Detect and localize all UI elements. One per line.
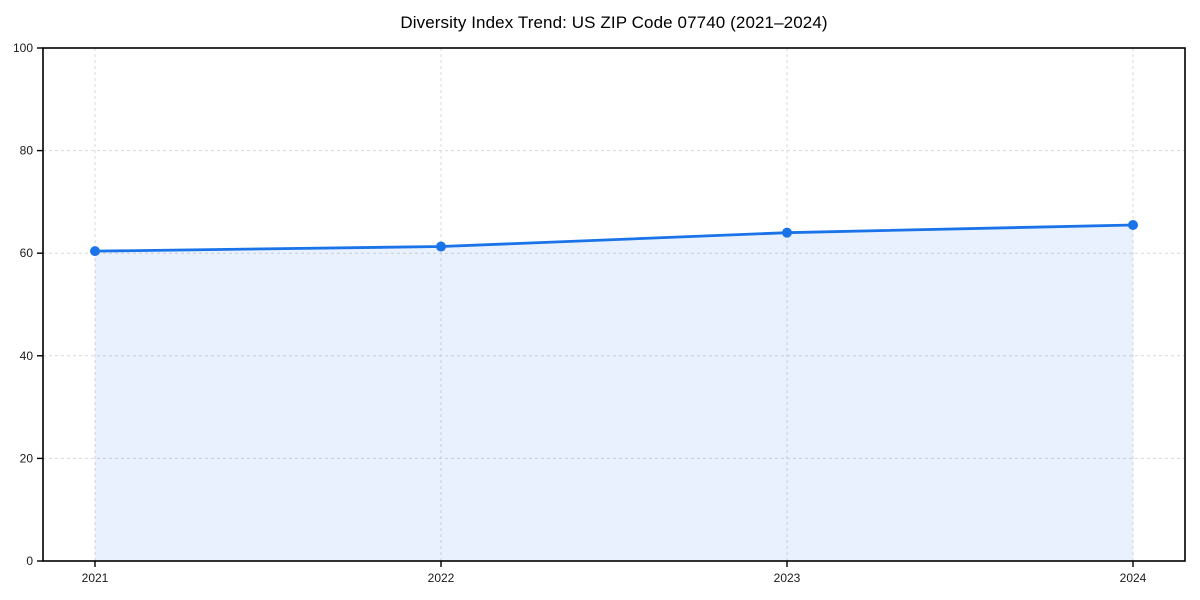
chart-title: Diversity Index Trend: US ZIP Code 07740…	[400, 13, 828, 32]
data-point-2021	[90, 246, 100, 257]
y-tick-label-80: 80	[20, 144, 34, 158]
x-tick-label-2024: 2024	[1120, 571, 1147, 585]
data-point-2023	[782, 227, 792, 238]
x-tick-label-2021: 2021	[82, 571, 109, 585]
y-tick-label-20: 20	[20, 451, 34, 465]
y-tick-label-40: 40	[20, 349, 34, 363]
area-fill	[95, 224, 1133, 562]
data-point-2024	[1128, 219, 1138, 230]
data-point-2022	[436, 241, 446, 252]
y-tick-label-100: 100	[13, 41, 33, 55]
x-tick-label-2022: 2022	[428, 571, 455, 585]
plot-border	[42, 47, 1186, 562]
trend-line	[93, 223, 1135, 253]
x-tick-label-2023: 2023	[774, 571, 801, 585]
y-tick-label-0: 0	[26, 554, 33, 568]
y-tick-label-60: 60	[20, 246, 34, 260]
